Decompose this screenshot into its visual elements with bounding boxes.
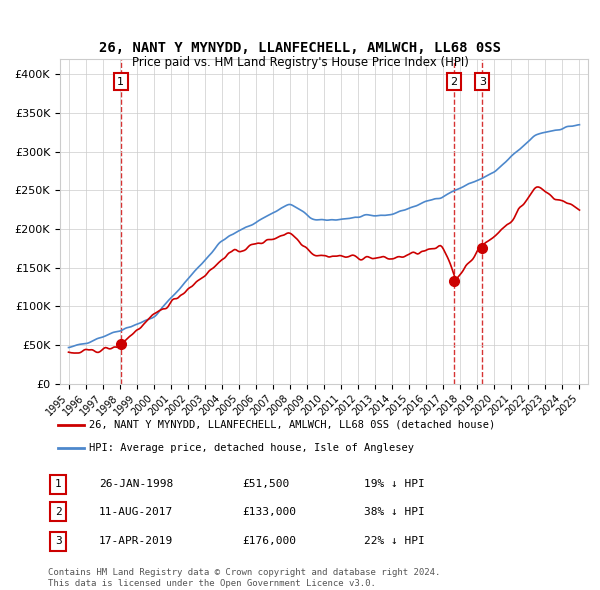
Text: 38% ↓ HPI: 38% ↓ HPI	[364, 507, 425, 517]
Text: £133,000: £133,000	[242, 507, 296, 517]
Text: 26-JAN-1998: 26-JAN-1998	[99, 480, 173, 489]
Text: 26, NANT Y MYNYDD, LLANFECHELL, AMLWCH, LL68 0SS (detached house): 26, NANT Y MYNYDD, LLANFECHELL, AMLWCH, …	[89, 420, 495, 430]
Text: 22% ↓ HPI: 22% ↓ HPI	[364, 536, 425, 546]
Text: 2: 2	[450, 77, 457, 87]
Text: 17-APR-2019: 17-APR-2019	[99, 536, 173, 546]
Text: 3: 3	[479, 77, 486, 87]
Text: 26, NANT Y MYNYDD, LLANFECHELL, AMLWCH, LL68 0SS: 26, NANT Y MYNYDD, LLANFECHELL, AMLWCH, …	[99, 41, 501, 55]
Text: £176,000: £176,000	[242, 536, 296, 546]
Text: 11-AUG-2017: 11-AUG-2017	[99, 507, 173, 517]
Text: £51,500: £51,500	[242, 480, 289, 489]
Text: 19% ↓ HPI: 19% ↓ HPI	[364, 480, 425, 489]
Text: HPI: Average price, detached house, Isle of Anglesey: HPI: Average price, detached house, Isle…	[89, 443, 414, 453]
Text: 1: 1	[55, 480, 62, 489]
Text: 1: 1	[118, 77, 124, 87]
Text: 3: 3	[55, 536, 62, 546]
Text: This data is licensed under the Open Government Licence v3.0.: This data is licensed under the Open Gov…	[48, 579, 376, 588]
Text: 2: 2	[55, 507, 62, 517]
Text: Contains HM Land Registry data © Crown copyright and database right 2024.: Contains HM Land Registry data © Crown c…	[48, 568, 440, 576]
Text: Price paid vs. HM Land Registry's House Price Index (HPI): Price paid vs. HM Land Registry's House …	[131, 56, 469, 69]
